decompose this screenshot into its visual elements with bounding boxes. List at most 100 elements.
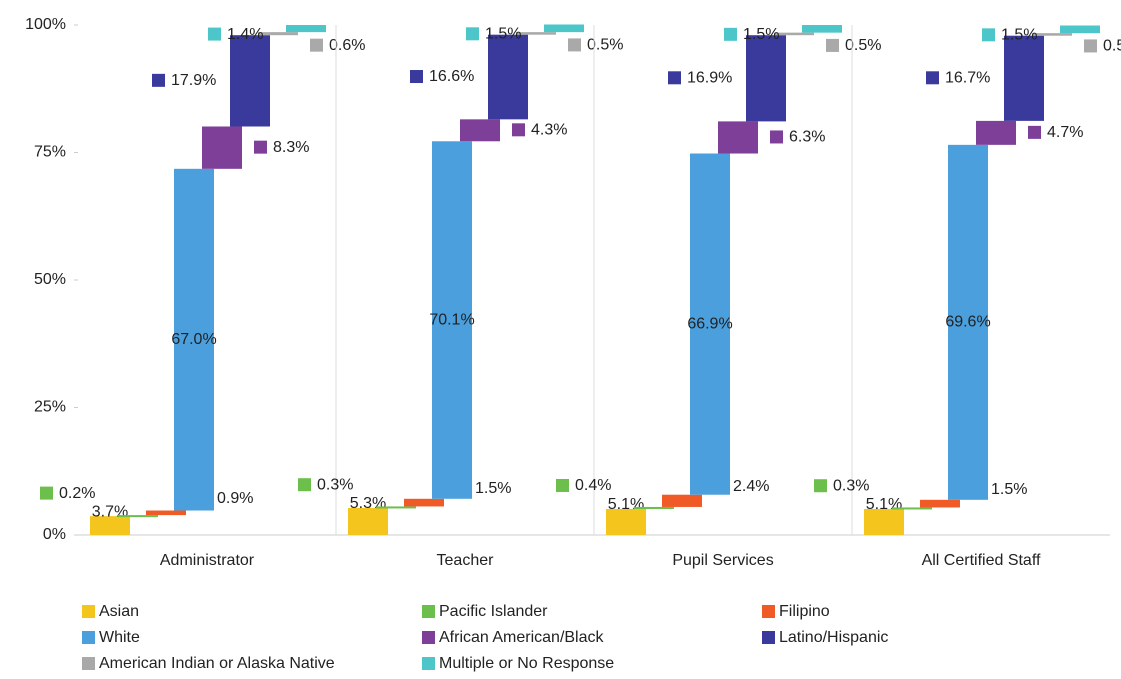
- label-swatch: [556, 478, 569, 492]
- y-tick-label: 50%: [34, 271, 66, 288]
- data-label: 1.5%: [743, 26, 779, 43]
- bar-segment: [746, 35, 786, 122]
- bar-segment: [90, 516, 130, 535]
- bar-segment: [404, 498, 444, 507]
- label-swatch: [298, 478, 311, 492]
- data-label: 8.3%: [273, 139, 309, 156]
- data-label: 1.5%: [485, 26, 521, 43]
- label-swatch: [1028, 125, 1041, 139]
- data-label: 6.3%: [789, 129, 825, 146]
- y-tick-label: 25%: [34, 399, 66, 416]
- x-tick-label: Pupil Services: [672, 552, 773, 569]
- data-label: 16.9%: [687, 70, 732, 87]
- bar-segment: [1032, 33, 1072, 36]
- bar-segment: [460, 119, 500, 142]
- bar-segment: [774, 32, 814, 36]
- data-label: 5.3%: [350, 495, 386, 512]
- data-label: 1.5%: [1001, 27, 1037, 44]
- data-label: 0.9%: [217, 490, 253, 507]
- label-swatch: [724, 27, 737, 41]
- label-swatch: [568, 38, 581, 52]
- legend-label: Pacific Islander: [439, 603, 548, 620]
- label-swatch: [208, 27, 221, 41]
- bar-segment: [202, 126, 242, 169]
- data-label: 67.0%: [171, 331, 216, 348]
- data-label: 70.1%: [429, 311, 474, 328]
- legend-swatch: [422, 605, 435, 618]
- bar-segment: [230, 35, 270, 127]
- legend-label: Multiple or No Response: [439, 655, 614, 672]
- bar-segment: [802, 25, 842, 33]
- data-label: 16.7%: [945, 70, 990, 87]
- label-swatch: [826, 38, 839, 52]
- label-swatch: [814, 479, 827, 493]
- data-label: 0.5%: [1103, 38, 1121, 55]
- y-tick-label: 100%: [25, 16, 66, 33]
- bar-segment: [516, 32, 556, 35]
- data-label: 2.4%: [733, 478, 769, 495]
- bar-segment: [146, 510, 186, 516]
- legend-label: American Indian or Alaska Native: [99, 655, 335, 672]
- bar-segment: [488, 34, 528, 120]
- data-label: 1.4%: [227, 26, 263, 43]
- legend-swatch: [422, 657, 435, 670]
- label-swatch: [668, 71, 681, 85]
- y-tick-label: 0%: [43, 526, 66, 543]
- legend-label: White: [99, 629, 140, 646]
- data-label: 0.3%: [317, 476, 353, 493]
- data-label: 1.5%: [991, 481, 1027, 498]
- bar-segment: [1004, 35, 1044, 121]
- legend-label: Latino/Hispanic: [779, 629, 888, 646]
- bar-segment: [976, 120, 1016, 145]
- data-label: 0.5%: [587, 37, 623, 54]
- bar-segment: [544, 24, 584, 33]
- bar-segment: [718, 121, 758, 154]
- legend-swatch: [82, 631, 95, 644]
- legend-label: African American/Black: [439, 629, 605, 646]
- data-label: 4.7%: [1047, 124, 1083, 141]
- bar-segment: [864, 508, 904, 535]
- bar-segment: [892, 507, 932, 510]
- legend-swatch: [82, 657, 95, 670]
- data-label: 3.7%: [92, 503, 128, 520]
- bar-segment: [920, 499, 960, 508]
- data-label: 0.5%: [845, 37, 881, 54]
- data-label: 1.5%: [475, 480, 511, 497]
- x-tick-label: Teacher: [437, 552, 495, 569]
- label-swatch: [40, 486, 53, 500]
- bar-segment: [118, 515, 158, 518]
- bar-segment: [258, 32, 298, 36]
- legend-label: Asian: [99, 603, 139, 620]
- x-tick-label: All Certified Staff: [922, 552, 1041, 569]
- y-tick-label: 75%: [34, 144, 66, 161]
- data-label: 66.9%: [687, 315, 732, 332]
- data-label: 0.2%: [59, 485, 95, 502]
- label-swatch: [770, 130, 783, 144]
- bar-segment: [662, 494, 702, 507]
- legend-swatch: [422, 631, 435, 644]
- label-swatch: [982, 28, 995, 42]
- label-swatch: [466, 27, 479, 41]
- bar-segment: [948, 144, 988, 500]
- bar-segment: [634, 506, 674, 509]
- legend-label: Filipino: [779, 603, 830, 620]
- label-swatch: [152, 73, 165, 87]
- label-swatch: [410, 70, 423, 84]
- legend-swatch: [762, 631, 775, 644]
- bar-segment: [376, 506, 416, 509]
- data-label: 0.3%: [833, 477, 869, 494]
- bar-segment: [690, 153, 730, 495]
- label-swatch: [926, 71, 939, 85]
- x-tick-label: Administrator: [160, 552, 255, 569]
- bar-segment: [1060, 25, 1100, 34]
- bar-segment: [174, 168, 214, 511]
- label-swatch: [512, 123, 525, 137]
- data-label: 16.6%: [429, 68, 474, 85]
- data-label: 17.9%: [171, 72, 216, 89]
- data-label: 5.1%: [608, 496, 644, 513]
- legend-swatch: [762, 605, 775, 618]
- data-label: 0.4%: [575, 477, 611, 494]
- data-label: 4.3%: [531, 122, 567, 139]
- bar-segment: [606, 508, 646, 535]
